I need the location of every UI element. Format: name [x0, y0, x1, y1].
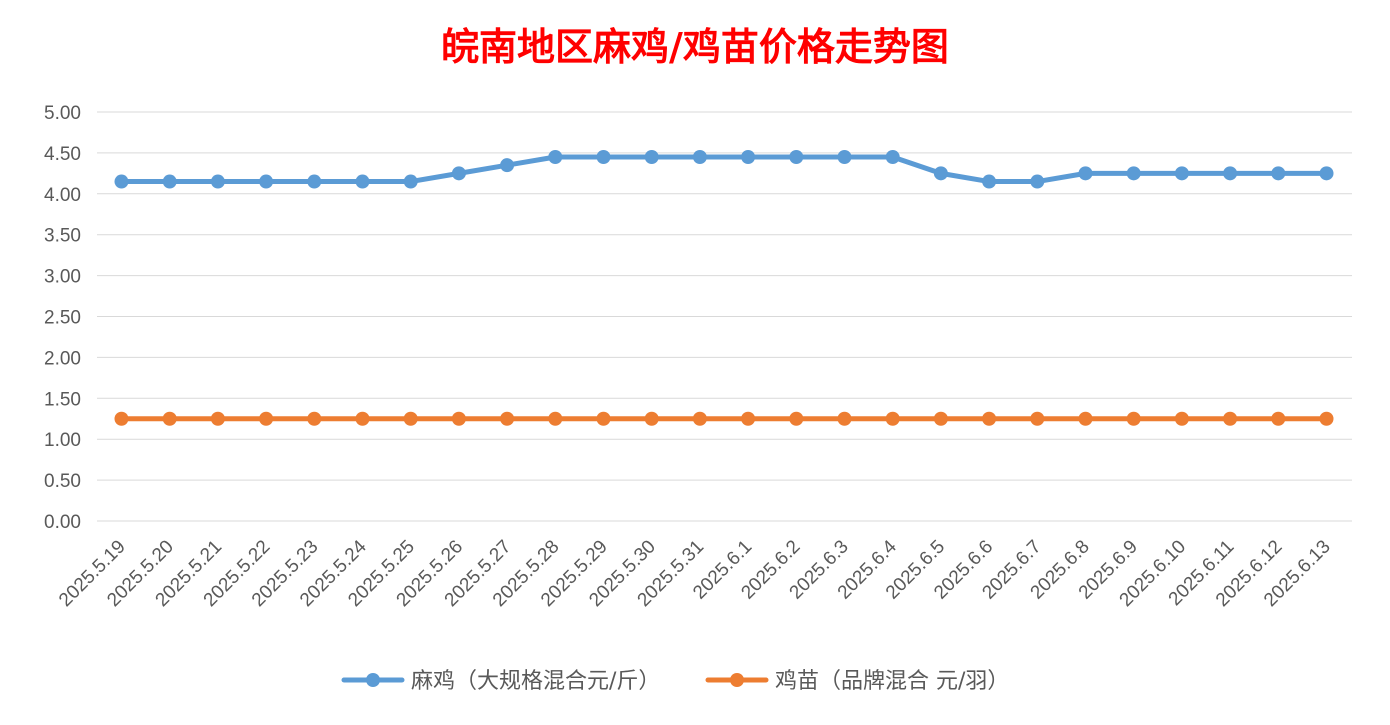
- data-point: [644, 411, 659, 426]
- data-point: [451, 166, 466, 181]
- data-point: [1078, 166, 1093, 181]
- data-point: [837, 411, 852, 426]
- data-point: [789, 411, 804, 426]
- data-point: [933, 166, 948, 181]
- data-point: [982, 411, 997, 426]
- y-tick-label: 3.50: [44, 226, 81, 247]
- data-point: [259, 411, 274, 426]
- data-point: [1271, 166, 1286, 181]
- data-point: [162, 174, 177, 189]
- data-point: [885, 149, 900, 164]
- data-point: [1223, 411, 1238, 426]
- data-point: [982, 174, 997, 189]
- series-layer: [114, 149, 1334, 426]
- gridlines: [97, 111, 1352, 522]
- y-tick-label: 4.50: [44, 144, 81, 165]
- data-point: [1174, 166, 1189, 181]
- data-point: [307, 174, 322, 189]
- data-point: [451, 411, 466, 426]
- legend-label: 鸡苗（品牌混合 元/羽）: [775, 669, 1009, 694]
- data-point: [548, 149, 563, 164]
- data-point: [162, 411, 177, 426]
- data-point: [210, 411, 225, 426]
- data-point: [837, 149, 852, 164]
- y-tick-label: 2.00: [44, 348, 81, 369]
- data-point: [596, 149, 611, 164]
- data-point: [548, 411, 563, 426]
- series-1: [114, 149, 1334, 189]
- y-tick-label: 2.50: [44, 308, 81, 329]
- data-point: [644, 149, 659, 164]
- y-tick-label: 3.00: [44, 267, 81, 288]
- data-point: [210, 174, 225, 189]
- legend-item: 麻鸡（大规格混合元/斤）: [341, 669, 660, 694]
- data-point: [1174, 411, 1189, 426]
- data-point: [500, 158, 515, 173]
- data-point: [1319, 411, 1334, 426]
- data-point: [692, 149, 707, 164]
- data-point: [403, 174, 418, 189]
- y-tick-label: 1.00: [44, 430, 81, 451]
- legend-item: 鸡苗（品牌混合 元/羽）: [705, 669, 1009, 694]
- legend-label: 麻鸡（大规格混合元/斤）: [411, 669, 660, 694]
- legend-swatch-marker: [366, 673, 380, 687]
- data-point: [885, 411, 900, 426]
- data-point: [355, 174, 370, 189]
- y-axis-tick-labels: 0.00 0.50 1.00 1.50 2.00 2.50 3.00 3.50 4.00 4.50…: [44, 103, 81, 533]
- data-point: [307, 411, 322, 426]
- data-point: [1319, 166, 1334, 181]
- data-point: [114, 411, 129, 426]
- data-point: [692, 411, 707, 426]
- legend: 麻鸡（大规格混合元/斤） 鸡苗（品牌混合 元/羽）: [341, 669, 1009, 694]
- y-tick-label: 1.50: [44, 389, 81, 410]
- data-point: [1126, 411, 1141, 426]
- y-tick-label: 0.00: [44, 512, 81, 533]
- y-tick-label: 0.50: [44, 471, 81, 492]
- data-point: [500, 411, 515, 426]
- data-point: [1030, 174, 1045, 189]
- series-2: [114, 411, 1334, 426]
- chart-title: 皖南地区麻鸡/鸡苗价格走势图: [441, 24, 949, 69]
- legend-swatch-marker: [730, 673, 744, 687]
- data-point: [259, 174, 274, 189]
- data-point: [789, 149, 804, 164]
- y-tick-label: 4.00: [44, 185, 81, 206]
- data-point: [1223, 166, 1238, 181]
- data-point: [1030, 411, 1045, 426]
- data-point: [1271, 411, 1286, 426]
- data-point: [403, 411, 418, 426]
- data-point: [741, 411, 756, 426]
- y-tick-label: 5.00: [44, 103, 81, 124]
- data-point: [596, 411, 611, 426]
- data-point: [933, 411, 948, 426]
- series-line: [119, 154, 1329, 185]
- data-point: [741, 149, 756, 164]
- data-point: [114, 174, 129, 189]
- data-point: [1078, 411, 1093, 426]
- data-point: [1126, 166, 1141, 181]
- data-point: [355, 411, 370, 426]
